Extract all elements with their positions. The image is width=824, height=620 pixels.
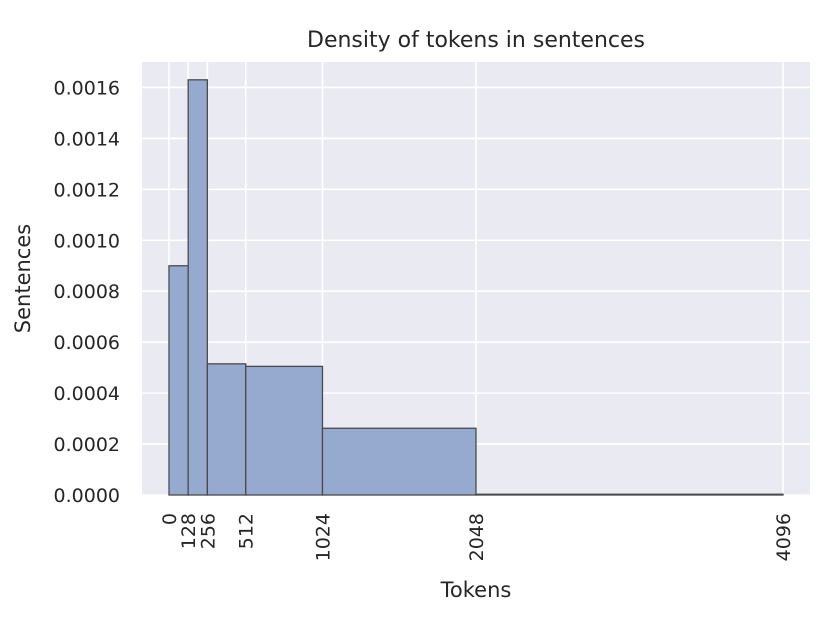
y-tick-labels: 0.0000 0.0002 0.0004 0.0006 0.0008 0.0010 0.00… — [54, 77, 120, 507]
histogram-bar — [475, 493, 784, 496]
x-tick-label: 4096 — [773, 513, 795, 561]
histogram-bar — [206, 363, 247, 496]
y-tick-label: 0.0016 — [54, 77, 120, 99]
y-tick-label: 0.0012 — [54, 179, 120, 201]
y-tick-label: 0.0002 — [54, 434, 120, 456]
x-tick-label: 128 — [178, 513, 200, 549]
histogram-bar — [187, 79, 209, 496]
y-tick-label: 0.0008 — [54, 281, 120, 303]
y-tick-label: 0.0010 — [54, 230, 120, 252]
histogram-bar — [245, 365, 324, 496]
x-tick-label: 1024 — [312, 513, 334, 561]
chart-title: Density of tokens in sentences — [307, 28, 645, 53]
x-tick-label: 2048 — [466, 513, 488, 561]
histogram-bars — [168, 79, 784, 496]
y-tick-label: 0.0000 — [54, 485, 120, 507]
y-tick-label: 0.0006 — [54, 332, 120, 354]
y-tick-label: 0.0014 — [54, 128, 120, 150]
x-tick-label: 0 — [159, 513, 181, 525]
histogram-bar — [321, 427, 477, 496]
x-axis-label: Tokens — [440, 578, 512, 602]
x-tick-label: 256 — [197, 513, 219, 549]
y-tick-label: 0.0004 — [54, 383, 120, 405]
x-tick-label: 512 — [236, 513, 258, 549]
histogram-bar — [168, 265, 189, 496]
y-axis-label: Sentences — [11, 224, 35, 333]
